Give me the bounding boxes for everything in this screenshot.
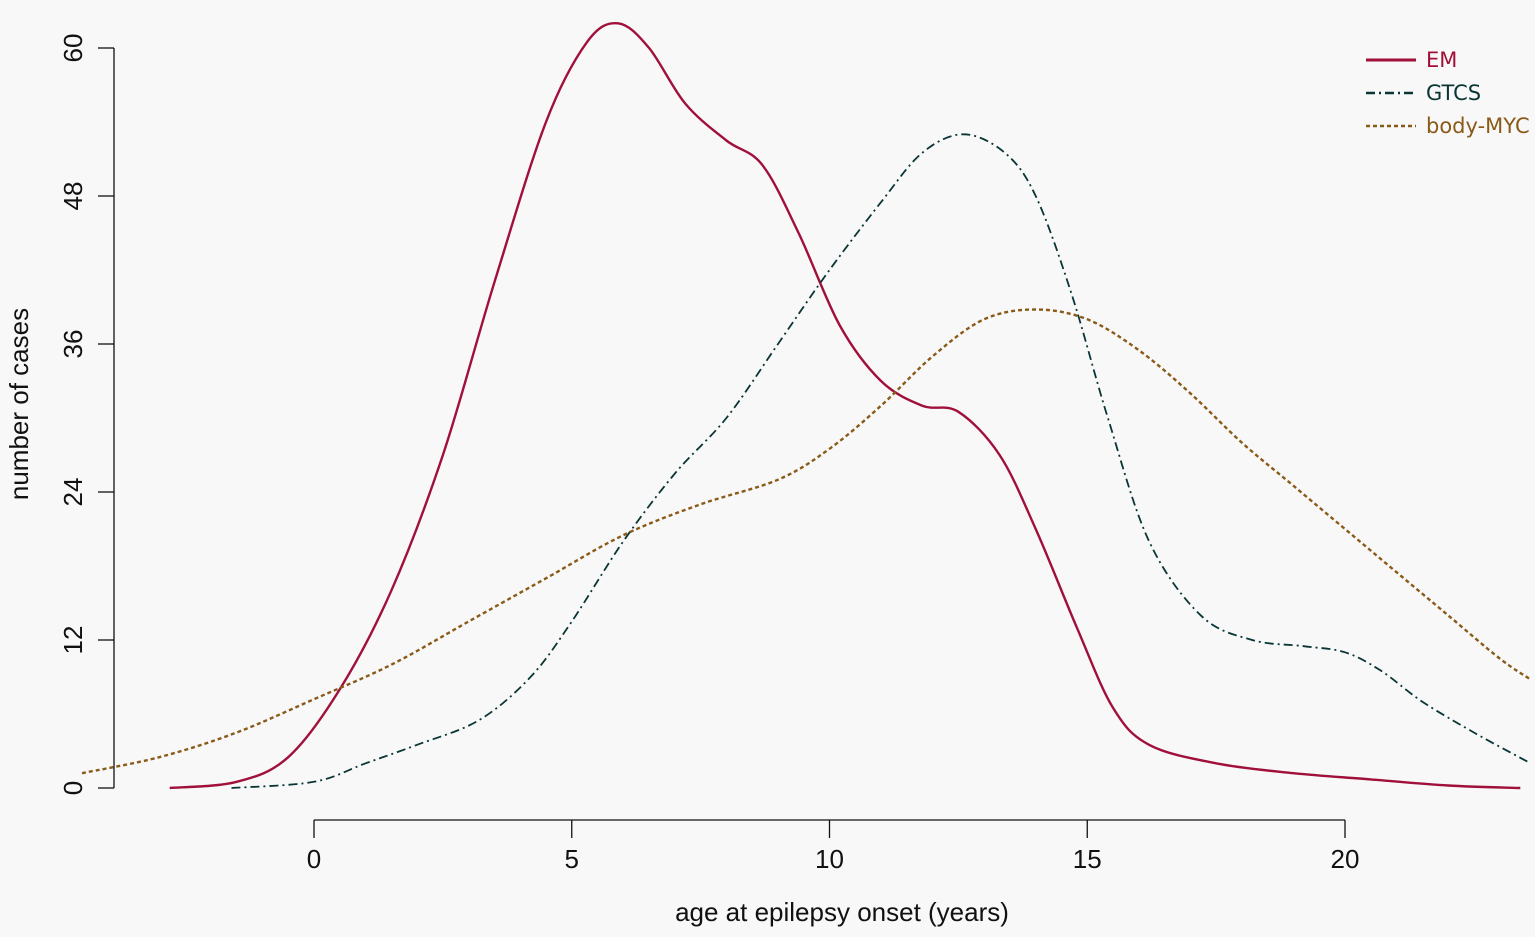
legend-label: EM <box>1426 48 1457 72</box>
series-line-em <box>169 21 1521 790</box>
legend-label: body-MYC <box>1426 114 1530 138</box>
series-layer <box>81 21 1532 790</box>
y-tick-label: 60 <box>58 34 88 63</box>
y-tick-label: 0 <box>58 781 88 795</box>
y-axis: 0 12 24 36 48 60 <box>58 34 115 795</box>
x-axis: 0 5 10 15 20 <box>307 819 1360 874</box>
legend-label: GTCS <box>1426 81 1481 105</box>
y-tick-label: 12 <box>58 626 88 655</box>
y-tick-label: 36 <box>58 330 88 359</box>
x-tick-label: 5 <box>565 844 579 874</box>
x-tick-label: 15 <box>1073 844 1102 874</box>
x-tick-label: 10 <box>815 844 844 874</box>
y-tick-label: 24 <box>58 478 88 507</box>
x-axis-title: age at epilepsy onset (years) <box>675 897 1009 927</box>
y-tick-label: 48 <box>58 182 88 211</box>
series-line-gtcs <box>231 133 1532 789</box>
x-tick-label: 20 <box>1331 844 1360 874</box>
x-tick-label: 0 <box>307 844 321 874</box>
legend: EM GTCS body-MYC <box>1366 48 1530 138</box>
y-axis-title: number of cases <box>4 308 34 500</box>
series-line-body-myc <box>81 308 1532 775</box>
